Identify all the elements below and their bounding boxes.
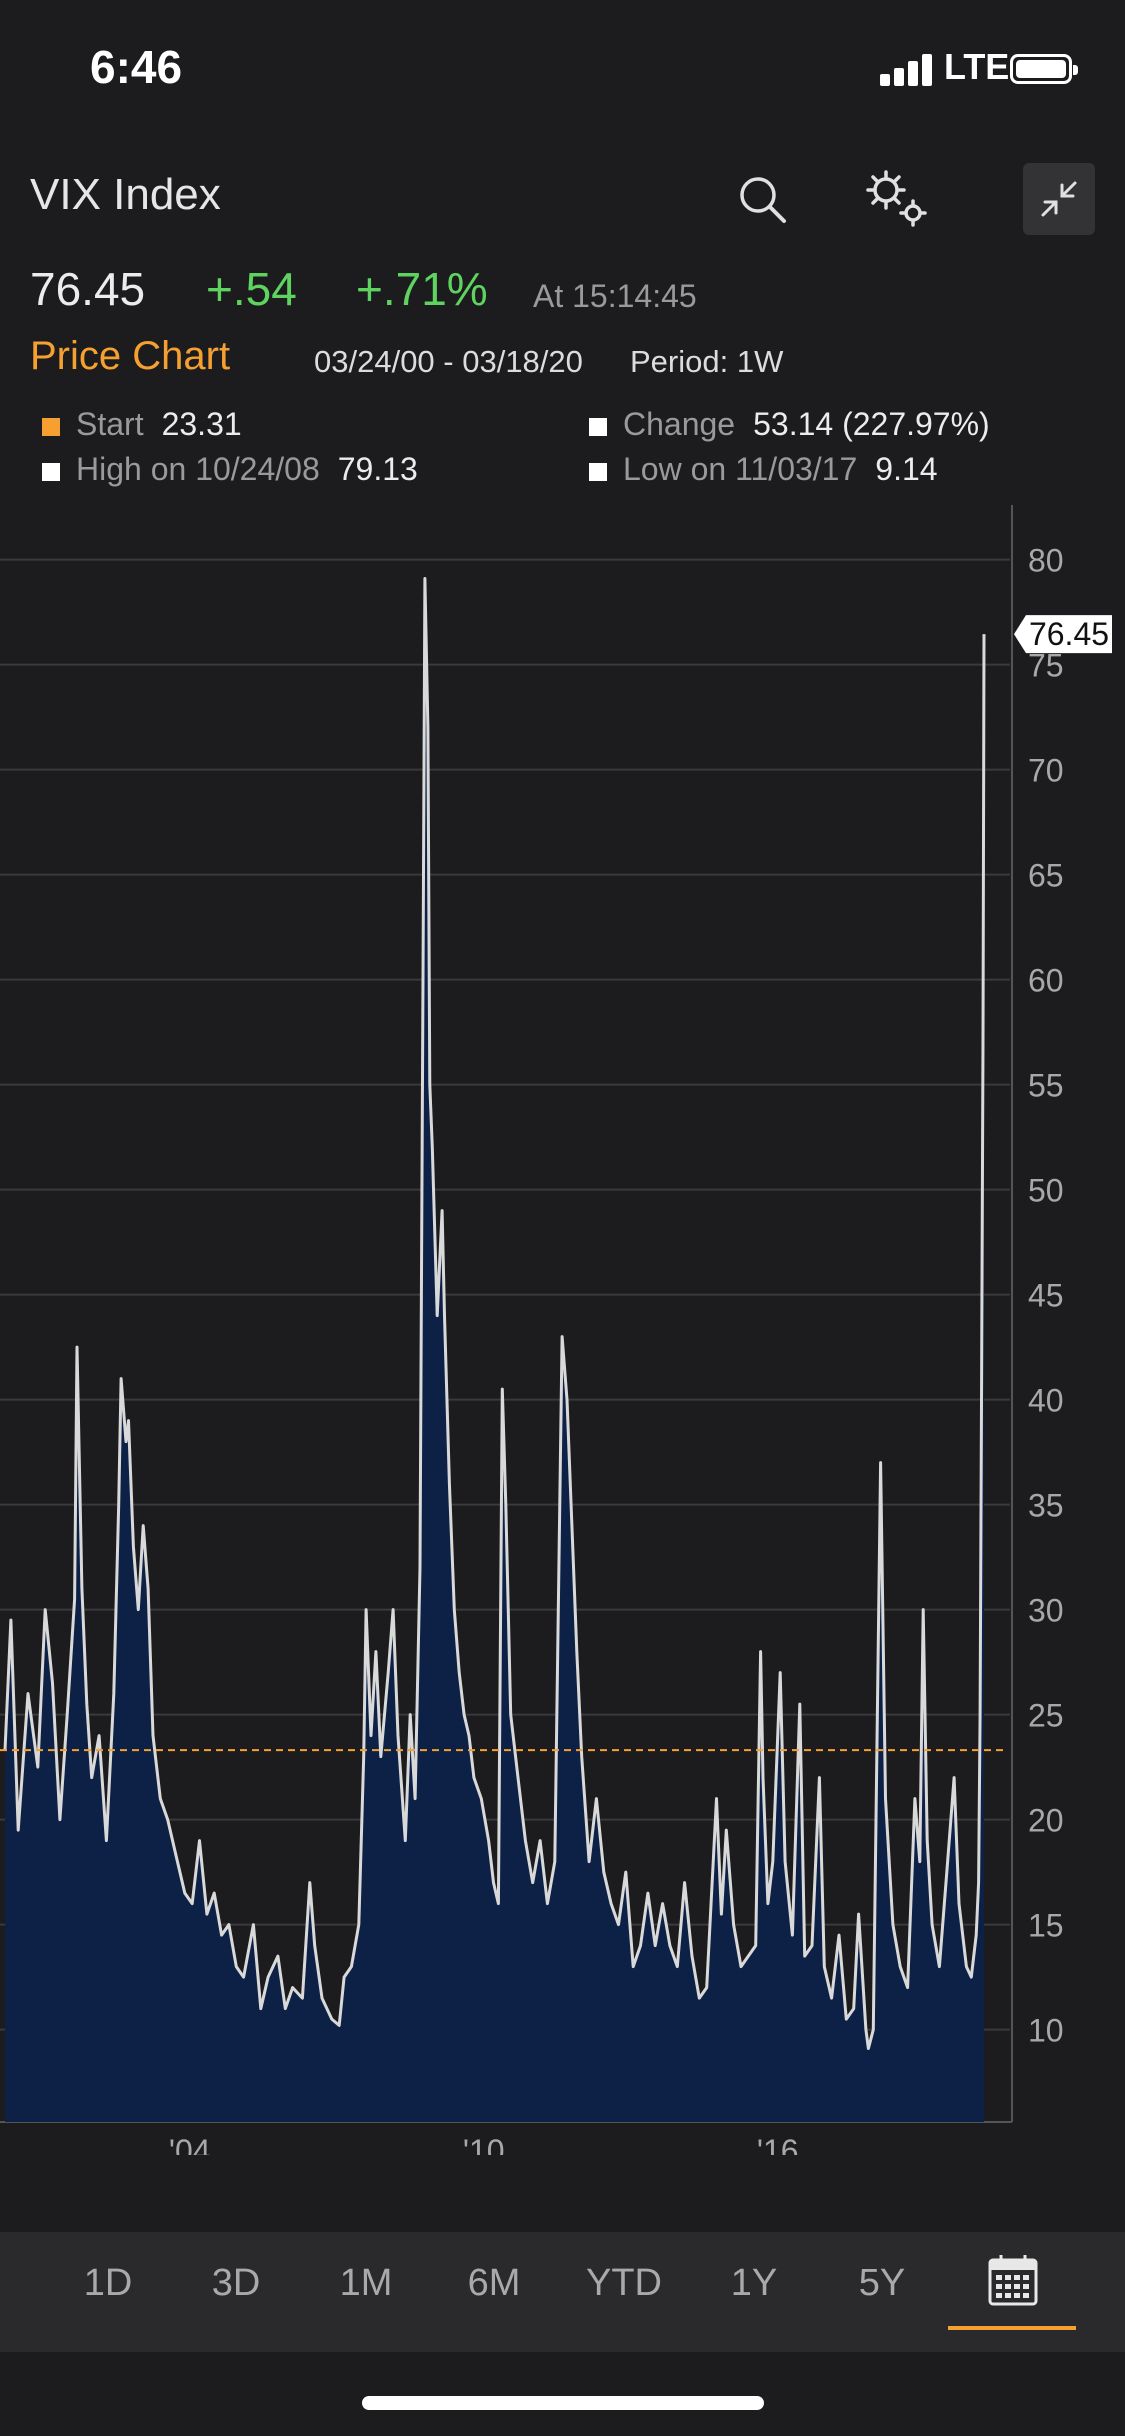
- legend-change-label: Change: [623, 406, 736, 442]
- legend-start-value: 23.31: [161, 406, 242, 442]
- last-value-label: 76.45: [1029, 616, 1109, 652]
- range-tab-5y[interactable]: 5Y: [858, 2262, 906, 2304]
- quote-timestamp: At 15:14:45: [533, 278, 697, 314]
- y-tick-label: 60: [1028, 963, 1064, 999]
- y-tick-label: 80: [1028, 543, 1064, 579]
- range-tab-6m[interactable]: 6M: [467, 2262, 521, 2304]
- y-tick-label: 30: [1028, 1593, 1064, 1629]
- range-tab-3d[interactable]: 3D: [211, 2262, 261, 2304]
- change-marker-icon: [589, 417, 607, 436]
- ticker-title: VIX Index: [30, 170, 221, 219]
- period-label: Period: 1W: [630, 344, 784, 379]
- legend-start-label: Start: [76, 406, 144, 442]
- search-icon[interactable]: [728, 163, 798, 233]
- legend-high-label: High on 10/24/08: [76, 451, 320, 487]
- status-time: 6:46: [90, 41, 183, 93]
- legend-high: High on 10/24/08 79.13: [42, 451, 418, 488]
- y-tick-label: 70: [1028, 753, 1064, 789]
- home-indicator: [362, 2396, 764, 2410]
- cellular-signal-icon: [880, 52, 936, 86]
- price-change: +.54: [206, 263, 297, 315]
- last-value-tag: [1014, 615, 1112, 654]
- range-tab-bar: [0, 2232, 1125, 2352]
- y-tick-label: 75: [1028, 648, 1064, 684]
- y-tick-label: 20: [1028, 1803, 1064, 1839]
- last-price: 76.45: [30, 263, 146, 315]
- battery-icon: [1010, 54, 1078, 84]
- y-tick-label: 45: [1028, 1278, 1064, 1314]
- y-tick-label: 25: [1028, 1698, 1064, 1734]
- section-title: Price Chart: [30, 334, 231, 378]
- y-tick-label: 65: [1028, 858, 1064, 894]
- price-chart[interactable]: 10 15 20 25 30 35 40 45 50 55 60 65 70 75 80 '04 '10 '16 7…: [0, 505, 1125, 2155]
- y-tick-label: 40: [1028, 1383, 1064, 1419]
- price-line: [3, 577, 986, 2050]
- range-tab-1y[interactable]: 1Y: [730, 2262, 778, 2304]
- y-tick-label: 50: [1028, 1173, 1064, 1209]
- legend-low-label: Low on 11/03/17: [623, 451, 858, 487]
- price-area: [5, 578, 984, 2122]
- legend-start: Start 23.31: [42, 406, 242, 443]
- range-tab-1d[interactable]: 1D: [83, 2262, 133, 2304]
- settings-gears-icon[interactable]: [856, 160, 936, 240]
- date-range: 03/24/00 - 03/18/20: [314, 344, 583, 379]
- network-type: LTE: [944, 46, 1010, 87]
- legend-low-value: 9.14: [875, 451, 938, 487]
- collapse-icon[interactable]: [1023, 163, 1095, 235]
- x-tick-label: '16: [757, 2133, 799, 2155]
- y-tick-label: 15: [1028, 1908, 1064, 1944]
- low-marker-icon: [589, 462, 607, 481]
- active-tab-indicator: [948, 2326, 1076, 2330]
- y-tick-label: 55: [1028, 1068, 1064, 1104]
- y-tick-label: 35: [1028, 1488, 1064, 1524]
- legend-change: Change 53.14 (227.97%): [589, 406, 990, 443]
- x-tick-label: '04: [169, 2133, 211, 2155]
- start-marker-icon: [42, 417, 60, 436]
- legend-change-value: 53.14 (227.97%): [753, 406, 990, 442]
- price-change-percent: +.71%: [356, 263, 488, 315]
- calendar-icon[interactable]: [988, 2254, 1038, 2306]
- x-tick-label: '10: [463, 2133, 505, 2155]
- legend-low: Low on 11/03/17 9.14: [589, 451, 938, 488]
- legend-high-value: 79.13: [337, 451, 418, 487]
- range-tab-1m[interactable]: 1M: [339, 2262, 393, 2304]
- high-marker-icon: [42, 462, 60, 481]
- y-tick-label: 10: [1028, 2013, 1064, 2049]
- range-tab-ytd[interactable]: YTD: [586, 2262, 662, 2304]
